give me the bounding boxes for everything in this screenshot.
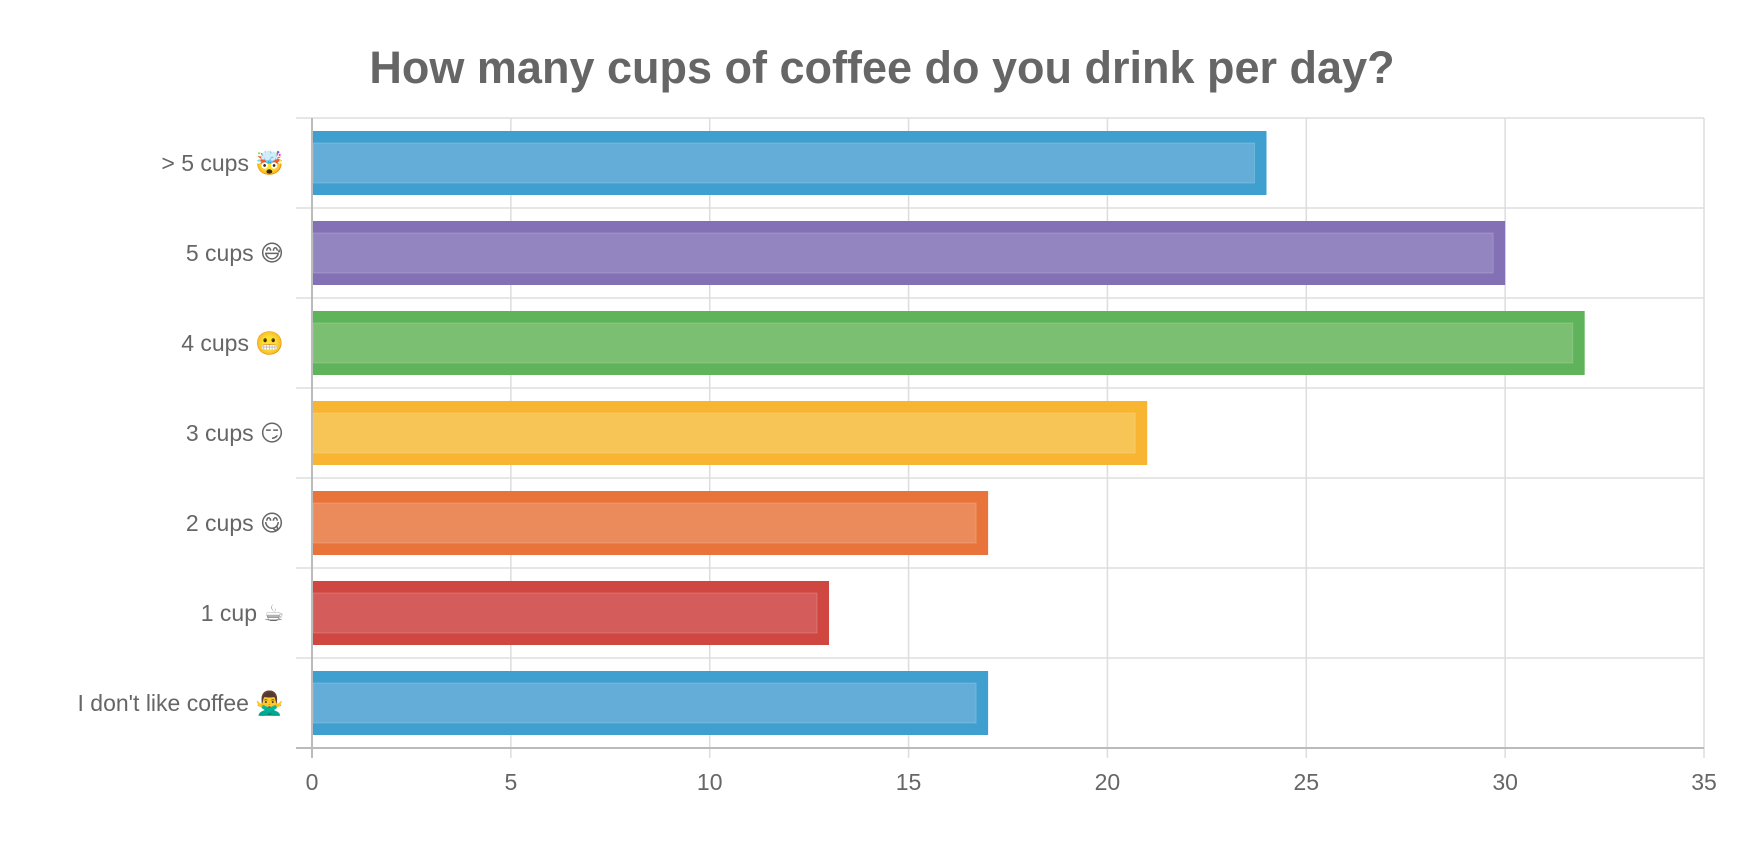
category-label: 2 cups 😋 xyxy=(186,510,284,536)
bar-fill xyxy=(312,142,1256,184)
category-label: 4 cups 😬 xyxy=(181,330,284,356)
bar[interactable] xyxy=(312,581,830,645)
bar[interactable] xyxy=(312,491,989,555)
category-label: 1 cup ☕ xyxy=(201,600,284,626)
bar-fill xyxy=(312,592,818,634)
bar-fill xyxy=(312,232,1494,274)
bar-fill xyxy=(312,412,1136,454)
axes xyxy=(296,118,1704,758)
bar-fill xyxy=(312,682,977,724)
bar[interactable] xyxy=(312,131,1267,195)
category-label: > 5 cups 🤯 xyxy=(161,150,284,176)
x-tick-label: 20 xyxy=(1095,769,1121,795)
bar[interactable] xyxy=(312,311,1585,375)
bar[interactable] xyxy=(312,221,1506,285)
bar[interactable] xyxy=(312,671,989,735)
category-labels: > 5 cups 🤯 5 cups 😅 4 cups 😬 3 cups 😏 2 cups… xyxy=(78,150,285,717)
x-tick-label: 30 xyxy=(1492,769,1518,795)
x-tick-label: 5 xyxy=(504,769,517,795)
category-label: 5 cups 😅 xyxy=(186,240,284,266)
x-tick-label: 10 xyxy=(697,769,723,795)
category-label: 3 cups 😏 xyxy=(186,420,284,446)
x-tick-label: 15 xyxy=(896,769,922,795)
category-label: I don't like coffee 🙅‍♂️ xyxy=(78,690,285,717)
bar-fill xyxy=(312,502,977,544)
bar[interactable] xyxy=(312,401,1148,465)
x-tick-labels: 0 5 10 15 20 25 30 35 xyxy=(306,769,1717,795)
x-tick-label: 35 xyxy=(1691,769,1717,795)
bar-fill xyxy=(312,322,1574,364)
x-tick-label: 0 xyxy=(306,769,319,795)
chart-title: How many cups of coffee do you drink per… xyxy=(369,42,1394,93)
x-tick-label: 25 xyxy=(1293,769,1319,795)
bars xyxy=(312,131,1585,735)
